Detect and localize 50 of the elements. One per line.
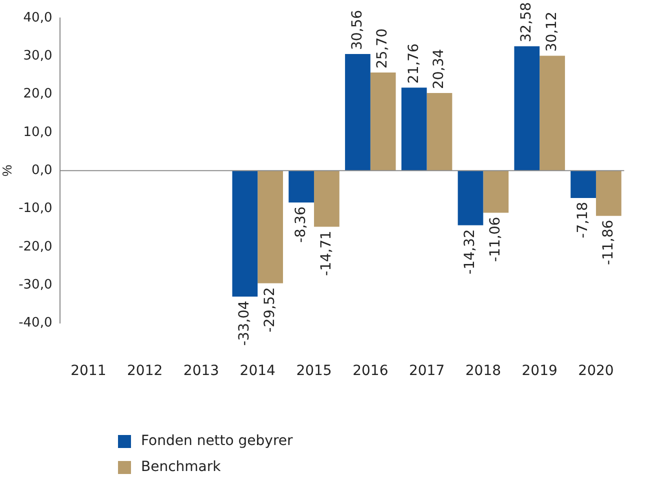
bar	[458, 170, 484, 226]
bar	[514, 46, 540, 171]
y-tick-label: 40,0	[23, 10, 52, 26]
data-label: 30,56	[349, 10, 366, 50]
data-label: -11,06	[488, 216, 504, 262]
bar	[426, 93, 452, 171]
data-label: 25,70	[374, 28, 391, 69]
bar	[258, 170, 283, 284]
data-label: -8,36	[292, 206, 309, 243]
bar	[232, 170, 258, 297]
x-tick-label: 2012	[127, 363, 163, 380]
x-tick-label: 2015	[296, 363, 332, 380]
legend-label: Fonden netto gebyrer	[141, 433, 293, 449]
x-tick-label: 2013	[183, 363, 220, 380]
data-label: 30,12	[544, 12, 560, 52]
data-label: 20,34	[431, 48, 448, 90]
legend-label: Benchmark	[141, 459, 221, 475]
y-tick-label: 10,0	[23, 124, 52, 140]
bar	[540, 56, 565, 171]
x-tick-label: 2020	[578, 363, 614, 380]
data-label: -14,71	[318, 230, 334, 276]
y-axis-title: %	[0, 164, 14, 176]
data-label: 32,58	[518, 2, 535, 42]
bar	[288, 170, 314, 202]
y-tick-label: -40,0	[18, 316, 52, 331]
y-tick-label: -30,0	[18, 277, 52, 292]
data-label: -11,86	[600, 220, 616, 265]
x-tick-label: 2016	[352, 363, 388, 380]
y-tick-label: -20,0	[18, 239, 52, 254]
x-tick-label: 2019	[522, 363, 558, 380]
bar	[596, 170, 622, 216]
bar	[570, 170, 596, 198]
data-label: -29,52	[262, 287, 278, 332]
x-tick-label: 2011	[70, 363, 106, 380]
bar	[345, 54, 370, 171]
x-tick-label: 2018	[465, 363, 502, 380]
y-tick-label: 30,0	[23, 48, 52, 64]
bar	[483, 170, 509, 213]
y-tick-label: 0,0	[32, 162, 52, 178]
data-label: -33,04	[236, 300, 253, 346]
data-label: -14,32	[462, 229, 478, 274]
bar	[370, 72, 396, 171]
x-tick-label: 2017	[408, 363, 445, 380]
bar	[401, 88, 427, 171]
y-tick-label: 20,0	[23, 86, 52, 102]
x-tick-label: 2014	[240, 363, 276, 380]
y-tick-label: -10,0	[18, 201, 52, 216]
data-label: 21,76	[406, 43, 422, 84]
data-label: -7,18	[574, 202, 591, 238]
bar	[314, 170, 340, 227]
